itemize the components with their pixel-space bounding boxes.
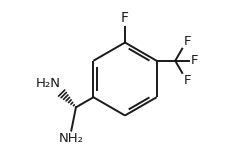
Text: F: F: [184, 74, 191, 87]
Text: F: F: [121, 11, 129, 25]
Text: F: F: [184, 35, 191, 48]
Text: H₂N: H₂N: [36, 77, 61, 90]
Text: NH₂: NH₂: [59, 132, 84, 146]
Text: F: F: [191, 54, 198, 67]
